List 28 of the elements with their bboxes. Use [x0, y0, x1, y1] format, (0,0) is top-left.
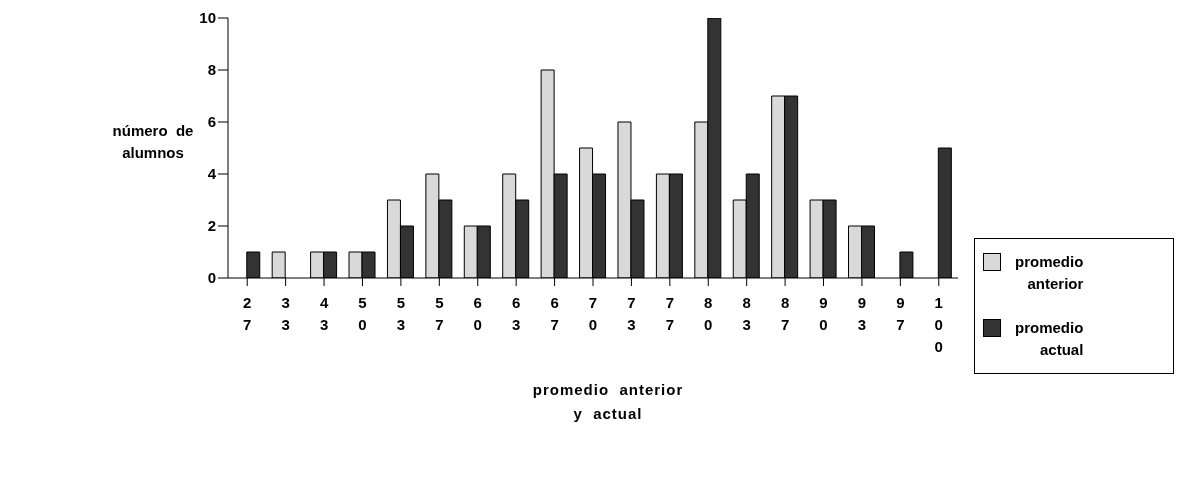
- legend-label: promedio actual: [1015, 318, 1084, 360]
- x-tick-label: 53: [396, 294, 406, 333]
- x-axis-title: promedio anterior y actual: [531, 380, 685, 424]
- x-tick-label: 80: [704, 294, 713, 333]
- x-tick-label: 97: [896, 294, 905, 333]
- y-tick-label: 10: [199, 9, 216, 27]
- y-tick-label: 4: [207, 165, 217, 183]
- y-tick-label: 8: [207, 61, 216, 79]
- y-tick-label: 6: [207, 113, 216, 131]
- x-tick-label: 87: [780, 294, 790, 333]
- x-tick-label: 70: [588, 294, 598, 333]
- x-tick-label: 27: [243, 294, 252, 333]
- x-tick-label: 100: [934, 294, 943, 355]
- x-tick-label: 50: [358, 294, 367, 333]
- legend-label: promedio anterior: [1015, 252, 1084, 294]
- x-tick-label: 77: [665, 294, 675, 333]
- y-tick-label: 0: [207, 269, 216, 287]
- x-tick-label: 90: [819, 294, 828, 333]
- x-tick-label: 33: [281, 294, 290, 333]
- x-tick-label: 43: [319, 294, 329, 333]
- x-tick-label: 93: [857, 294, 867, 333]
- x-tick-label: 67: [550, 294, 559, 333]
- y-tick-label: 2: [207, 217, 216, 235]
- x-tick-label: 60: [473, 294, 482, 333]
- x-tick-label: 63: [511, 294, 521, 333]
- x-tick-label: 73: [627, 294, 636, 333]
- x-tick-label: 57: [435, 294, 444, 333]
- x-tick-label: 83: [742, 294, 751, 333]
